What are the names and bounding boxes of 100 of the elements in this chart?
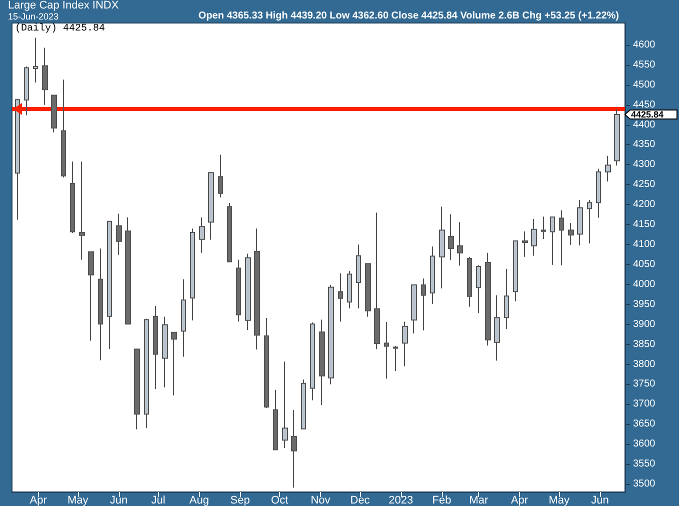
candlestick xyxy=(541,216,546,240)
candlestick xyxy=(134,348,140,430)
candlestick xyxy=(208,172,214,240)
candlestick xyxy=(291,410,297,488)
candlestick xyxy=(328,284,334,385)
candlestick xyxy=(254,228,260,350)
x-tick-label: May xyxy=(68,494,89,506)
candlestick xyxy=(227,202,232,262)
candlestick xyxy=(282,360,288,449)
candlestick xyxy=(467,256,472,308)
annotation: (Daily) 4425.84 xyxy=(15,22,106,34)
candlestick xyxy=(421,278,426,331)
y-tick-label: 3900 xyxy=(633,318,656,330)
candlestick xyxy=(264,317,269,409)
candlestick xyxy=(199,216,205,254)
candlestick xyxy=(236,259,241,322)
candlestick xyxy=(430,246,435,304)
y-tick-label: 4400 xyxy=(633,119,656,130)
candlestick xyxy=(614,108,620,166)
candlestick xyxy=(88,251,94,342)
candlestick xyxy=(301,378,306,430)
candlestick xyxy=(605,155,611,182)
y-tick-label: 3700 xyxy=(633,398,656,410)
x-tick-label: May xyxy=(548,494,570,506)
candlestick xyxy=(411,284,417,334)
y-tick-label: 4150 xyxy=(633,219,656,230)
y-tick-label: 3500 xyxy=(633,478,656,490)
candlestick xyxy=(393,345,398,372)
candlestick xyxy=(596,168,601,218)
y-tick-label: 4300 xyxy=(633,159,656,170)
candlestick xyxy=(577,199,583,246)
candlestick xyxy=(439,206,445,289)
candlestick xyxy=(125,216,131,324)
x-tick-label: Aug xyxy=(189,494,209,506)
candlestick xyxy=(485,252,491,346)
candlestick xyxy=(522,230,528,258)
x-tick-label: Apr xyxy=(510,494,528,506)
y-tick-label: 4200 xyxy=(633,199,656,210)
x-tick-label: Apr xyxy=(30,494,48,506)
y-tick-label: 4600 xyxy=(633,39,656,50)
y-tick-label: 4050 xyxy=(633,258,656,270)
text: 15-Jun-2023 xyxy=(8,12,59,22)
y-tick-label: 3950 xyxy=(633,298,656,310)
candlestick xyxy=(144,318,149,429)
y-tick-label: 4250 xyxy=(633,179,656,190)
candlestick xyxy=(384,321,389,380)
chart-title: Large Cap Index INDX xyxy=(8,0,120,12)
candlestick xyxy=(476,264,481,314)
x-tick-label: 2023 xyxy=(388,494,414,506)
candlestick xyxy=(162,316,168,388)
y-tick-label: 4450 xyxy=(633,99,656,110)
candlestick xyxy=(61,79,66,178)
candlestick xyxy=(319,319,325,406)
text: Open 4365.33 High 4439.20 Low 4362.60 Close 4425.84 Volume 2.6B Chg +53.25 (+1.22%) xyxy=(198,10,620,22)
candlestick xyxy=(356,244,361,309)
y-tick-label: 4350 xyxy=(633,139,656,150)
candlestick xyxy=(24,66,29,116)
y-tick-label: 4550 xyxy=(633,59,656,70)
candlestick xyxy=(550,216,555,266)
candlestick xyxy=(457,222,463,266)
candlestick xyxy=(218,154,223,198)
x-tick-label: Feb xyxy=(432,494,452,506)
candlestick xyxy=(365,263,371,318)
candlestick xyxy=(245,253,251,330)
x-tick-label: Dec xyxy=(350,494,370,506)
x-tick-label: Jul xyxy=(151,494,166,506)
candlestick xyxy=(70,161,75,234)
candlestick xyxy=(33,37,38,83)
candlestick xyxy=(190,228,195,321)
candlestick xyxy=(494,294,500,362)
x-tick-label: Mar xyxy=(469,494,488,506)
candlestick xyxy=(338,272,343,322)
x-tick-label: Sep xyxy=(230,494,250,506)
candlestick xyxy=(181,278,186,358)
candlestick xyxy=(504,268,509,330)
y-tick-label: 3800 xyxy=(633,358,656,370)
y-tick-label: 3600 xyxy=(633,438,656,450)
y-tick-label: 4100 xyxy=(633,239,656,250)
candlestick xyxy=(42,47,48,106)
x-tick-label: Jun xyxy=(591,494,609,506)
candlestick xyxy=(153,305,158,390)
candlestick xyxy=(513,240,518,302)
x-tick-label: Oct xyxy=(271,494,288,506)
candlestick xyxy=(374,212,380,350)
candlestick xyxy=(587,199,592,244)
candlestick xyxy=(273,389,278,451)
candlestick xyxy=(79,161,85,260)
candlestick xyxy=(171,332,177,396)
candlestick xyxy=(531,218,537,256)
y-tick-label: 4500 xyxy=(633,79,656,90)
y-tick-label: 3650 xyxy=(633,418,656,430)
candlestick xyxy=(51,94,57,133)
candlestick xyxy=(448,214,454,261)
candlestick xyxy=(559,210,564,266)
y-tick-label: 4000 xyxy=(633,278,656,290)
annotation: 4425.84 xyxy=(631,109,664,120)
candlestick xyxy=(107,220,112,350)
y-tick-label: 3850 xyxy=(633,338,656,350)
x-tick-label: Nov xyxy=(310,494,331,506)
y-tick-label: 3550 xyxy=(633,458,656,470)
